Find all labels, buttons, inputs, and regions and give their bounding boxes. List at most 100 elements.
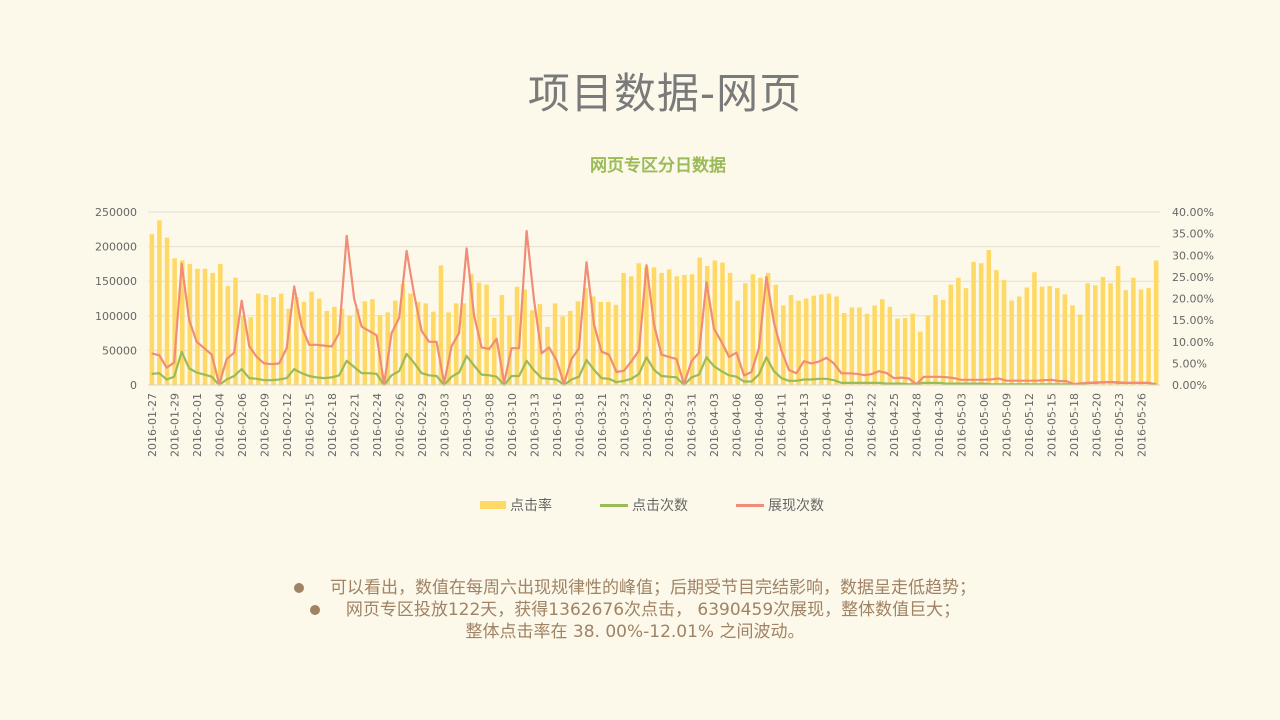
legend-label-impressions: 展现次数 [768, 498, 824, 514]
x-tick-label: 2016-03-29 [663, 393, 676, 457]
bar [895, 318, 900, 385]
bar [735, 300, 740, 385]
bar [613, 304, 619, 385]
bar [248, 317, 254, 385]
series-line-impressions [151, 229, 1157, 386]
y-left-tick-label: 200000 [95, 241, 137, 254]
bar [971, 261, 976, 385]
x-tick-label: 2016-03-18 [573, 393, 586, 457]
bar [659, 272, 664, 385]
bar [834, 296, 839, 385]
bar [712, 260, 718, 385]
bar [902, 317, 908, 385]
bar [1108, 283, 1113, 385]
bar [332, 306, 337, 385]
bar [963, 288, 969, 385]
bar [704, 265, 710, 385]
bar [393, 300, 398, 385]
x-tick-label: 2016-04-13 [798, 393, 811, 457]
bar [727, 272, 733, 385]
bar [438, 265, 444, 385]
bar [743, 283, 748, 385]
note-line-3: 整体点击率在 38. 00%-12.01% 之间波动。 [0, 621, 1270, 643]
bar [1138, 289, 1144, 385]
bullet-icon [294, 583, 304, 593]
bar [286, 308, 292, 385]
bar [811, 295, 817, 385]
bar [294, 297, 299, 385]
page-title: 项目数据-网页 [527, 69, 803, 118]
x-tick-label: 2016-04-25 [888, 393, 901, 457]
x-tick-label: 2016-02-12 [281, 393, 294, 457]
chart-legend: 点击率 点击次数 展现次数 [480, 495, 824, 515]
bar [849, 307, 855, 385]
bar [164, 237, 170, 385]
x-tick-label: 2016-05-18 [1068, 393, 1081, 457]
x-tick-label: 2016-02-26 [393, 393, 406, 457]
bar [347, 315, 352, 385]
bar [1077, 314, 1083, 385]
bar [697, 257, 702, 385]
bar [370, 299, 375, 385]
bar [545, 326, 550, 385]
y-right-tick-label: 20.00% [1172, 293, 1214, 306]
bar [522, 289, 527, 385]
y-right-tick-label: 30.00% [1172, 249, 1214, 262]
bar [339, 308, 345, 385]
bar [408, 293, 413, 385]
bar [644, 267, 649, 385]
bar [195, 268, 200, 385]
x-tick-label: 2016-02-21 [348, 393, 361, 457]
bar [781, 305, 786, 385]
bar [1146, 288, 1151, 385]
legend-label-clicks: 点击次数 [632, 498, 688, 514]
bar [1153, 260, 1159, 385]
note-text-2: 网页专区投放122天，获得1362676次点击， 6390459次展现，整体数值… [345, 600, 961, 620]
bar [636, 263, 642, 385]
y-left-tick-label: 0 [130, 379, 137, 392]
bar [583, 288, 588, 385]
bar [1009, 300, 1014, 385]
bar [689, 274, 695, 385]
y-left-tick-label: 100000 [95, 310, 137, 323]
bar [400, 283, 406, 385]
chart: 0 50000 100000 150000 200000 250000 0.00% 5.00%… [95, 206, 1214, 457]
x-tick-label: 2016-03-13 [528, 393, 541, 457]
bar [872, 305, 877, 385]
bar [256, 293, 261, 385]
x-tick-label: 2016-01-27 [146, 393, 159, 457]
x-tick-label: 2016-04-30 [933, 393, 946, 457]
y-right-tick-label: 25.00% [1172, 271, 1214, 284]
bar [1016, 296, 1022, 385]
bar [918, 331, 923, 385]
bar [484, 284, 489, 385]
bar [149, 234, 155, 385]
y-left-tick-label: 250000 [95, 206, 137, 219]
bar [157, 220, 162, 385]
bar [1039, 286, 1045, 385]
series-line-clicks [151, 350, 1157, 387]
x-tick-label: 2016-04-28 [911, 393, 924, 457]
bar [682, 274, 687, 385]
bar [1085, 283, 1090, 385]
bar [309, 291, 314, 385]
bar [568, 310, 573, 385]
bar [461, 303, 467, 385]
bar [819, 294, 824, 385]
x-tick-label: 2016-04-22 [866, 393, 879, 457]
x-tick-label: 2016-03-23 [618, 393, 631, 457]
bar [1123, 290, 1129, 385]
y-right-tick-label: 35.00% [1172, 228, 1214, 241]
bar [773, 284, 779, 385]
bar [606, 301, 611, 385]
x-tick-label: 2016-02-15 [303, 393, 316, 457]
bar [1062, 294, 1068, 385]
bar [431, 311, 436, 385]
chart-title: 网页专区分日数据 [590, 156, 726, 176]
x-tick-label: 2016-04-03 [708, 393, 721, 457]
bar [666, 269, 672, 385]
bar [560, 316, 565, 385]
x-tick-label: 2016-03-03 [438, 393, 451, 457]
bar [978, 263, 984, 385]
bar [1032, 272, 1037, 385]
